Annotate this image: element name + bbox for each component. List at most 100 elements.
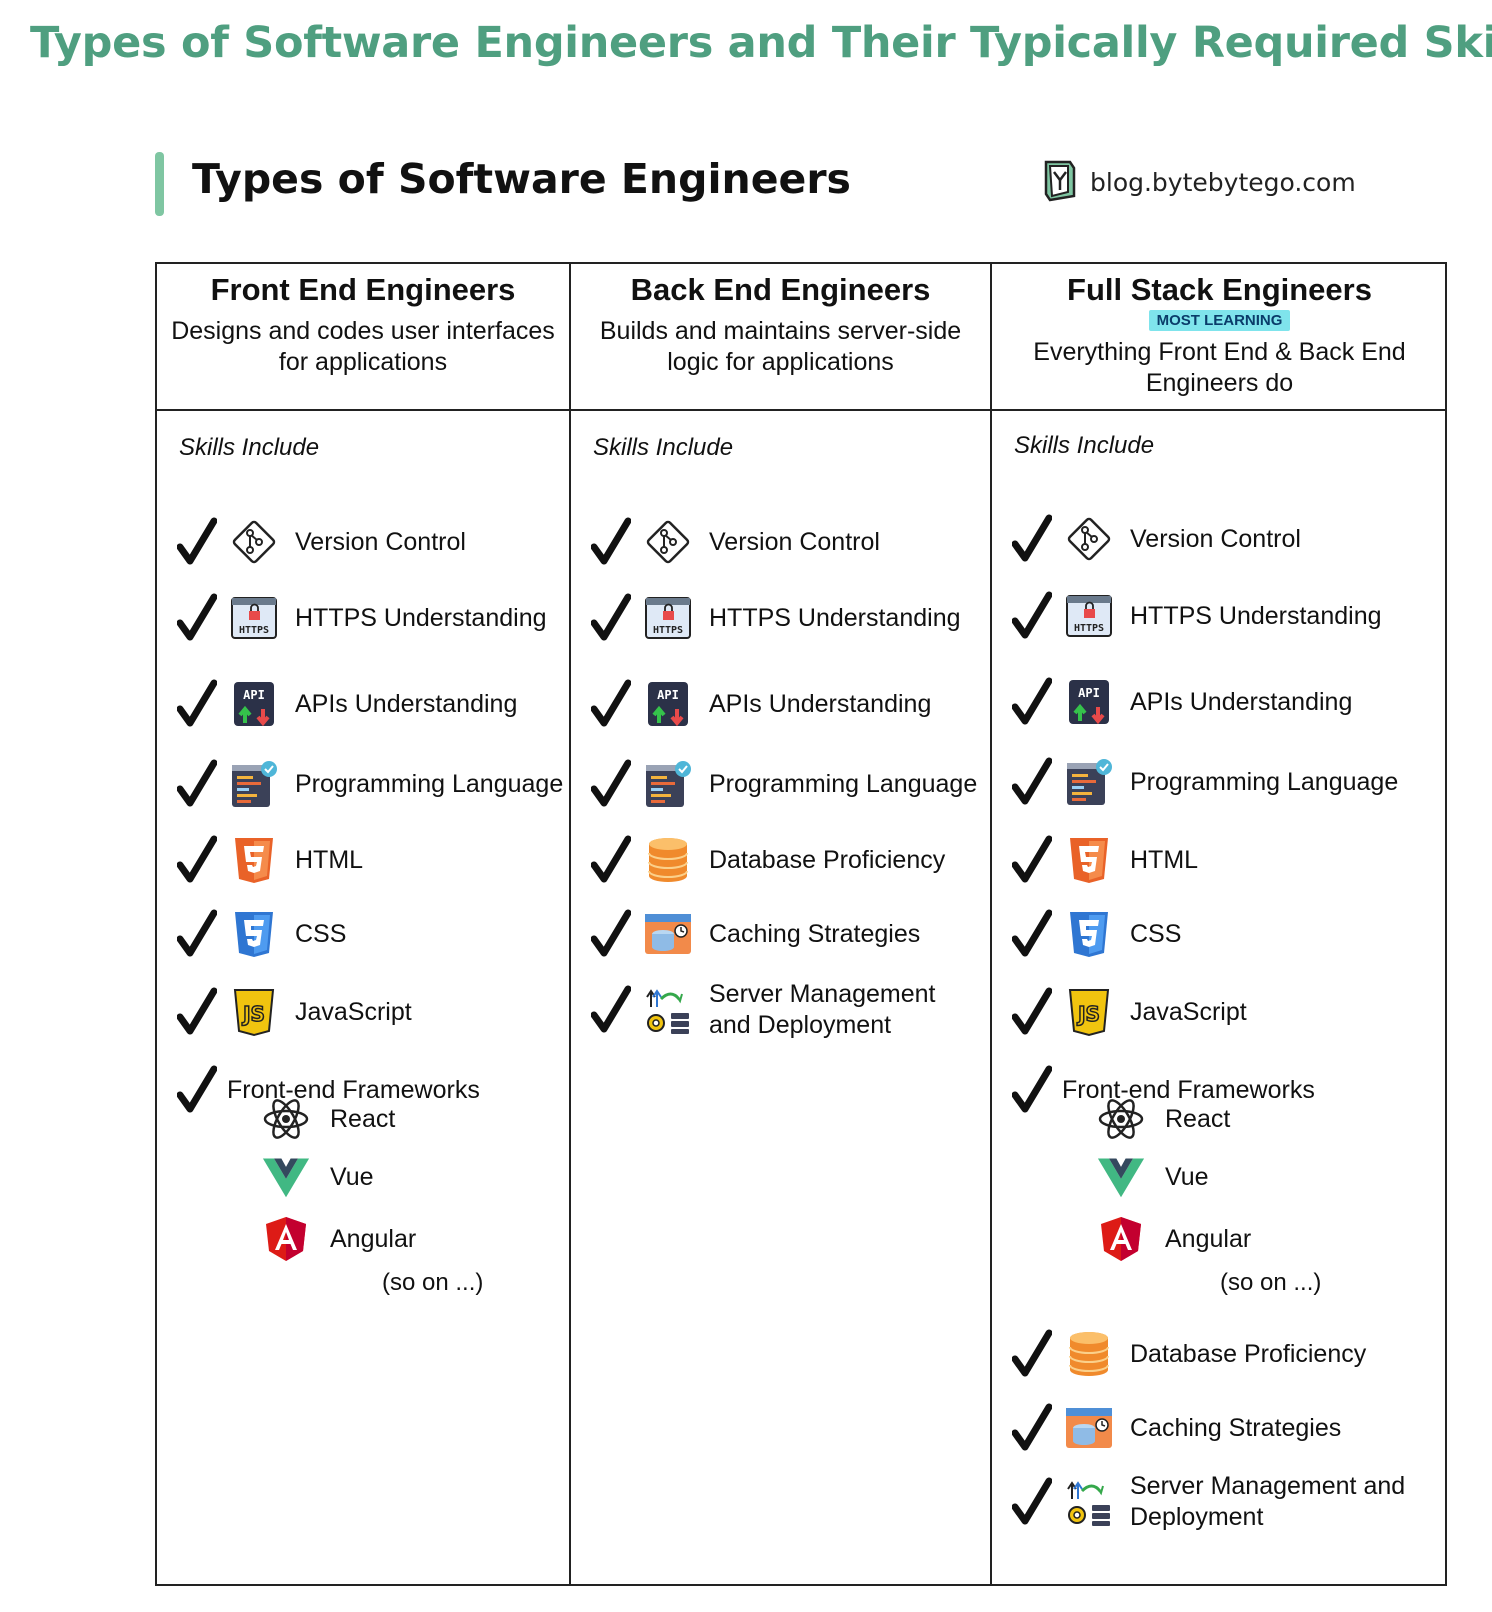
svg-text:JS: JS: [241, 1002, 265, 1026]
skill-item: Server Management and Deployment: [1010, 1472, 1435, 1532]
check-icon: [1010, 985, 1054, 1039]
check-icon: [589, 677, 633, 731]
react-icon: [1097, 1095, 1145, 1143]
server-deploy-icon: [641, 983, 695, 1037]
card-title: Types of Software Engineers: [192, 155, 851, 203]
javascript-icon: JS: [1062, 985, 1116, 1039]
check-icon: [1010, 1475, 1054, 1529]
skill-item: HTML: [1010, 830, 1198, 890]
skill-item: CSS: [1010, 904, 1181, 964]
check-icon: [1010, 1401, 1054, 1455]
bytebytego-logo-icon: [1040, 158, 1078, 207]
skill-item: Caching Strategies: [1010, 1398, 1341, 1458]
svg-text:API: API: [243, 688, 265, 702]
api-icon: API: [1062, 675, 1116, 729]
check-icon: [589, 591, 633, 645]
most-learning-badge: MOST LEARNING: [1148, 310, 1291, 331]
column-front-end-engineers: Front End Engineers Designs and codes use…: [157, 264, 569, 1584]
check-icon: [1010, 512, 1054, 566]
skills-include-label: Skills Include: [179, 434, 320, 461]
skill-item: HTTPS HTTPS Understanding: [589, 588, 961, 648]
check-icon: [175, 833, 219, 887]
skill-label: CSS: [1130, 919, 1182, 948]
column-description: Designs and codes user interfaces for ap…: [171, 317, 555, 376]
skill-label: JavaScript: [295, 997, 412, 1026]
column-title: Full Stack Engineers: [1067, 272, 1372, 307]
check-icon: [175, 591, 219, 645]
skill-label: HTTPS Understanding: [709, 603, 961, 632]
check-icon: [1010, 907, 1054, 961]
git-icon: [641, 515, 695, 569]
column-header: Full Stack Engineers MOST LEARNING Everyth…: [992, 264, 1447, 409]
skill-label: Front-end Frameworks: [1062, 1075, 1315, 1104]
framework-label: Angular: [1165, 1224, 1252, 1253]
skill-item: HTML: [175, 830, 363, 890]
brand-url[interactable]: blog.bytebytego.com: [1090, 168, 1356, 197]
code-editor-icon: [641, 757, 695, 811]
vue-icon: [262, 1153, 310, 1201]
skill-label: Server Management and Deployment: [1130, 1472, 1406, 1531]
skill-label: HTML: [295, 845, 364, 874]
vue-icon: [1097, 1153, 1145, 1201]
svg-text:API: API: [1078, 686, 1100, 700]
skill-item: Version Control: [175, 512, 466, 572]
check-icon: [589, 757, 633, 811]
brand[interactable]: blog.bytebytego.com: [1040, 158, 1356, 207]
column-divider: [990, 264, 992, 1584]
skill-label: Version Control: [709, 527, 880, 556]
so-on-note: (so on ...): [382, 1269, 484, 1296]
skill-label: HTTPS Understanding: [1130, 601, 1382, 630]
skill-label: HTML: [1130, 845, 1199, 874]
code-editor-icon: [227, 757, 281, 811]
skill-item: Programming Language: [589, 754, 977, 814]
javascript-icon: JS: [227, 985, 281, 1039]
skill-label: Front-end Frameworks: [227, 1075, 480, 1104]
framework-item: Vue: [1097, 1152, 1209, 1202]
skill-label: CSS: [295, 919, 347, 948]
framework-item: Vue: [262, 1152, 374, 1202]
check-icon: [589, 833, 633, 887]
skill-label: Programming Language: [295, 769, 564, 798]
framework-item: Angular: [262, 1214, 416, 1264]
framework-label: React: [1165, 1104, 1231, 1133]
check-icon: [175, 515, 219, 569]
skill-label: Programming Language: [709, 769, 978, 798]
check-icon: [589, 907, 633, 961]
check-icon: [1010, 589, 1054, 643]
framework-label: Vue: [1165, 1162, 1209, 1191]
skill-item: JS JavaScript: [175, 982, 412, 1042]
check-icon: [1010, 833, 1054, 887]
page-title: Types of Software Engineers and Their Ty…: [30, 18, 1492, 68]
skill-label: Database Proficiency: [1130, 1339, 1367, 1368]
header-divider: [157, 409, 1445, 411]
engineer-types-table: Front End Engineers Designs and codes use…: [155, 262, 1447, 1586]
so-on-note: (so on ...): [1220, 1269, 1322, 1296]
skill-item: Front-end Frameworks: [1010, 1060, 1315, 1120]
skill-label: Database Proficiency: [709, 845, 946, 874]
check-icon: [175, 1063, 219, 1117]
check-icon: [589, 515, 633, 569]
skill-item: Caching Strategies: [589, 904, 920, 964]
skill-label: Version Control: [1130, 524, 1301, 553]
skill-item: Version Control: [589, 512, 880, 572]
skill-label: Version Control: [295, 527, 466, 556]
skills-include-label: Skills Include: [593, 434, 734, 461]
framework-label: Vue: [330, 1162, 374, 1191]
column-divider: [569, 264, 571, 1584]
skill-label: Caching Strategies: [1130, 1413, 1342, 1442]
framework-label: React: [330, 1104, 396, 1133]
column-full-stack-engineers: Full Stack Engineers MOST LEARNING Everyth…: [992, 264, 1447, 1584]
css3-icon: [227, 907, 281, 961]
check-icon: [175, 985, 219, 1039]
check-icon: [175, 757, 219, 811]
skill-label: APIs Understanding: [1130, 687, 1353, 716]
api-icon: API: [227, 677, 281, 731]
framework-item: React: [262, 1094, 395, 1144]
skill-label: Server Management and Deployment: [709, 980, 936, 1039]
html5-icon: [227, 833, 281, 887]
skill-item: API APIs Understanding: [175, 674, 517, 734]
skill-item: Database Proficiency: [1010, 1324, 1366, 1384]
skill-item: HTTPS HTTPS Understanding: [1010, 586, 1382, 646]
check-icon: [589, 983, 633, 1037]
server-deploy-icon: [1062, 1475, 1116, 1529]
